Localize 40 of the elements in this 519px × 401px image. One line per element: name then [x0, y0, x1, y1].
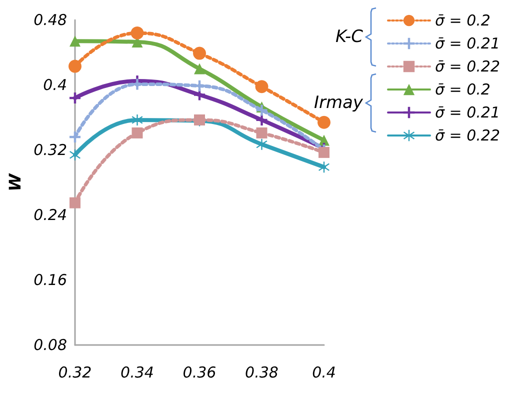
legend-label: σ̄ = 0.2 — [435, 12, 490, 30]
legend-label: σ̄ = 0.21 — [435, 104, 500, 122]
x-tick-label: 0.34 — [120, 364, 154, 382]
y-axis-title: W — [6, 172, 24, 192]
x-tick-label: 0.32 — [58, 364, 92, 382]
point — [70, 149, 80, 160]
legend-label: σ̄ = 0.2 — [435, 80, 490, 98]
y-tick-label: 0.16 — [34, 271, 67, 289]
legend-label: σ̄ = 0.21 — [435, 34, 500, 52]
legend-label: σ̄ = 0.22 — [435, 58, 500, 76]
text: K-C — [336, 27, 364, 47]
point — [130, 26, 144, 40]
point — [318, 162, 330, 173]
point — [70, 197, 80, 208]
point — [70, 92, 80, 104]
point — [193, 46, 206, 60]
point — [255, 80, 268, 94]
y-tick-label: 0.08 — [34, 336, 67, 354]
x-tick-label: 0.4 — [312, 364, 336, 382]
point — [194, 89, 205, 100]
legend-label: σ̄ = 0.22 — [435, 126, 500, 144]
x-tick-label: 0.38 — [245, 364, 278, 382]
point — [68, 60, 82, 73]
point — [318, 116, 330, 129]
point — [256, 127, 268, 138]
point — [256, 138, 268, 150]
point — [132, 114, 143, 126]
x-tick-label: 0.36 — [182, 364, 216, 382]
y-tick-label: 0.4 — [43, 76, 67, 94]
point — [194, 63, 205, 74]
point — [70, 132, 80, 142]
annotation: Irmay — [314, 93, 364, 113]
point — [256, 114, 268, 126]
point — [132, 127, 143, 138]
y-tick-label: 0.48 — [34, 11, 67, 29]
point — [70, 36, 80, 47]
point — [318, 146, 330, 158]
y-tick-label: 0.24 — [34, 206, 67, 224]
point — [256, 104, 268, 116]
y-tick-label: 0.32 — [34, 141, 67, 159]
